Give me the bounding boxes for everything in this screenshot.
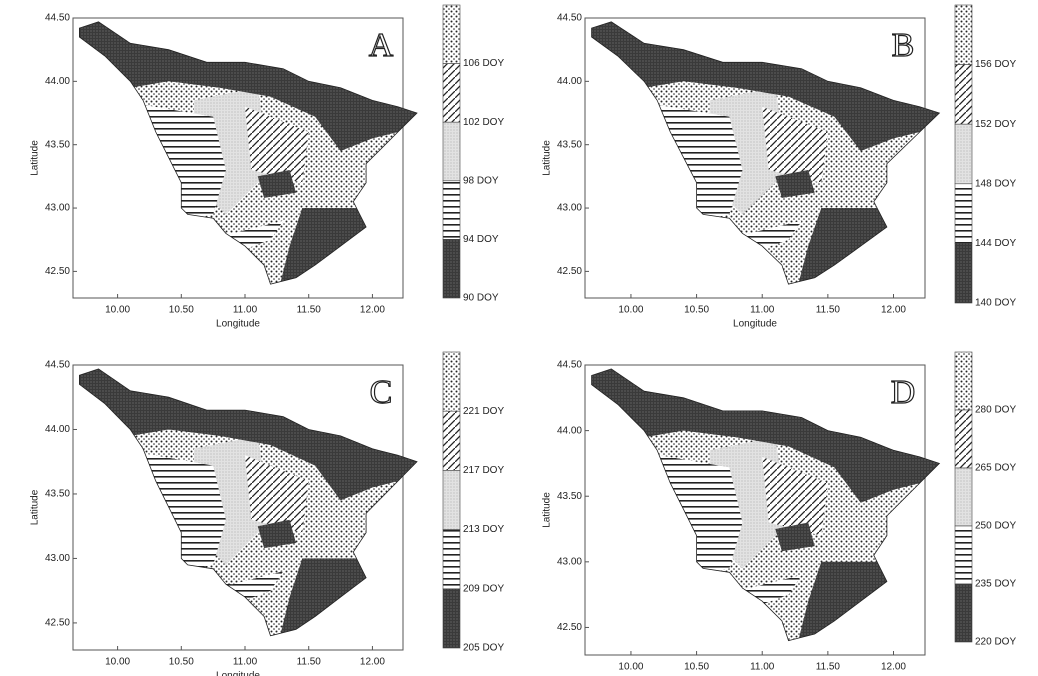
legend-swatch	[443, 122, 460, 181]
x-tick-label: 12.00	[360, 305, 385, 316]
x-tick-label: 11.00	[233, 657, 258, 668]
panel-letter: B	[892, 27, 915, 64]
legend-swatch	[443, 239, 460, 298]
y-tick-label: 43.50	[557, 139, 582, 150]
legend-swatch	[955, 5, 972, 65]
panel-letter: C	[370, 374, 393, 411]
x-tick-label: 10.00	[105, 657, 130, 668]
figure: A 10.00 10.50 11.00 11.50 12.00 44.50 44.00 43.5…	[0, 0, 1038, 676]
x-tick-label: 11.00	[750, 305, 775, 316]
x-tick-label: 12.00	[881, 662, 906, 673]
legend-label: 94 DOY	[463, 234, 499, 245]
legend-swatch	[443, 181, 460, 240]
y-tick-label: 44.00	[45, 424, 70, 435]
legend-label: 144 DOY	[975, 238, 1016, 249]
legend-swatch	[955, 526, 972, 584]
y-tick-label: 44.00	[45, 76, 70, 87]
y-tick-label: 44.50	[557, 360, 582, 371]
legend-swatch	[443, 589, 460, 648]
y-axis-label: Latitude	[542, 492, 553, 528]
legend-swatch	[955, 184, 972, 244]
y-axis-label: Latitude	[30, 489, 41, 525]
y-tick-label: 44.50	[45, 13, 70, 24]
legend-swatch	[443, 411, 460, 470]
legend-swatch	[955, 410, 972, 468]
x-tick-label: 10.00	[618, 662, 643, 673]
legend-swatch	[443, 5, 460, 64]
legend-swatch	[955, 124, 972, 184]
x-tick-label: 11.50	[297, 657, 322, 668]
y-tick-label: 43.00	[557, 203, 582, 214]
legend-label: 280 DOY	[975, 405, 1016, 416]
y-tick-label: 44.00	[557, 76, 582, 87]
y-tick-label: 43.50	[557, 491, 582, 502]
y-tick-label: 43.00	[45, 553, 70, 564]
x-tick-label: 12.00	[360, 657, 385, 668]
x-tick-label: 11.00	[233, 305, 258, 316]
legend-label: 265 DOY	[975, 463, 1016, 474]
y-tick-label: 42.50	[557, 622, 582, 633]
legend-swatch	[955, 352, 972, 410]
x-tick-label: 11.50	[816, 305, 841, 316]
legend-label: 250 DOY	[975, 521, 1016, 532]
y-tick-label: 44.50	[557, 13, 582, 24]
legend-swatch	[443, 64, 460, 123]
x-tick-label: 10.50	[169, 657, 194, 668]
legend-label: 140 DOY	[975, 298, 1016, 309]
legend-swatch	[955, 468, 972, 526]
x-tick-label: 10.50	[169, 305, 194, 316]
legend-label: 205 DOY	[463, 643, 504, 654]
y-axis-label: Latitude	[542, 140, 553, 176]
legend-label: 217 DOY	[463, 465, 504, 476]
legend-swatch	[955, 584, 972, 642]
y-axis-label: Latitude	[30, 140, 41, 176]
x-axis-label: Longitude	[216, 319, 260, 330]
x-tick-label: 11.50	[816, 662, 841, 673]
legend-label: 90 DOY	[463, 293, 499, 304]
y-tick-label: 44.50	[45, 360, 70, 371]
map-panel: C 10.00 10.50 11.00 11.50 12.00 44.50 44.00 43.5…	[30, 339, 505, 676]
legend-label: 152 DOY	[975, 119, 1016, 130]
x-tick-label: 12.00	[881, 305, 906, 316]
map-panel: A 10.00 10.50 11.00 11.50 12.00 44.50 44.00 43.5…	[30, 0, 505, 330]
y-tick-label: 42.50	[45, 618, 70, 629]
x-axis-label: Longitude	[733, 319, 777, 330]
panel-letter: D	[891, 374, 916, 411]
legend-label: 98 DOY	[463, 175, 499, 186]
y-tick-label: 44.00	[557, 425, 582, 436]
map-panel: D 10.00 10.50 11.00 11.50 12.00 44.50 44.00 43.5…	[542, 339, 1017, 676]
legend-swatch	[443, 352, 460, 411]
legend-label: 106 DOY	[463, 58, 504, 69]
y-tick-label: 42.50	[557, 266, 582, 277]
map-panel: B 10.00 10.50 11.00 11.50 12.00 44.50 44.00 43.5…	[542, 0, 1017, 330]
legend-label: 102 DOY	[463, 117, 504, 128]
x-tick-label: 10.00	[618, 305, 643, 316]
legend-label: 221 DOY	[463, 406, 504, 417]
x-tick-label: 10.00	[105, 305, 130, 316]
legend-label: 220 DOY	[975, 637, 1016, 648]
x-tick-label: 11.00	[750, 662, 775, 673]
x-tick-label: 11.50	[297, 305, 322, 316]
y-tick-label: 43.00	[45, 203, 70, 214]
legend-swatch	[443, 530, 460, 589]
y-tick-label: 43.50	[45, 489, 70, 500]
x-tick-label: 10.50	[684, 305, 709, 316]
legend-label: 148 DOY	[975, 178, 1016, 189]
legend-swatch	[955, 65, 972, 125]
panel-letter: A	[369, 27, 394, 64]
x-axis-label: Longitude	[216, 671, 260, 676]
legend-label: 156 DOY	[975, 59, 1016, 70]
y-tick-label: 42.50	[45, 266, 70, 277]
y-tick-label: 43.00	[557, 556, 582, 567]
y-tick-label: 43.50	[45, 139, 70, 150]
legend-label: 235 DOY	[975, 579, 1016, 590]
legend-label: 213 DOY	[463, 524, 504, 535]
legend-swatch	[955, 243, 972, 303]
legend-label: 209 DOY	[463, 583, 504, 594]
legend-swatch	[443, 470, 460, 529]
x-tick-label: 10.50	[684, 662, 709, 673]
